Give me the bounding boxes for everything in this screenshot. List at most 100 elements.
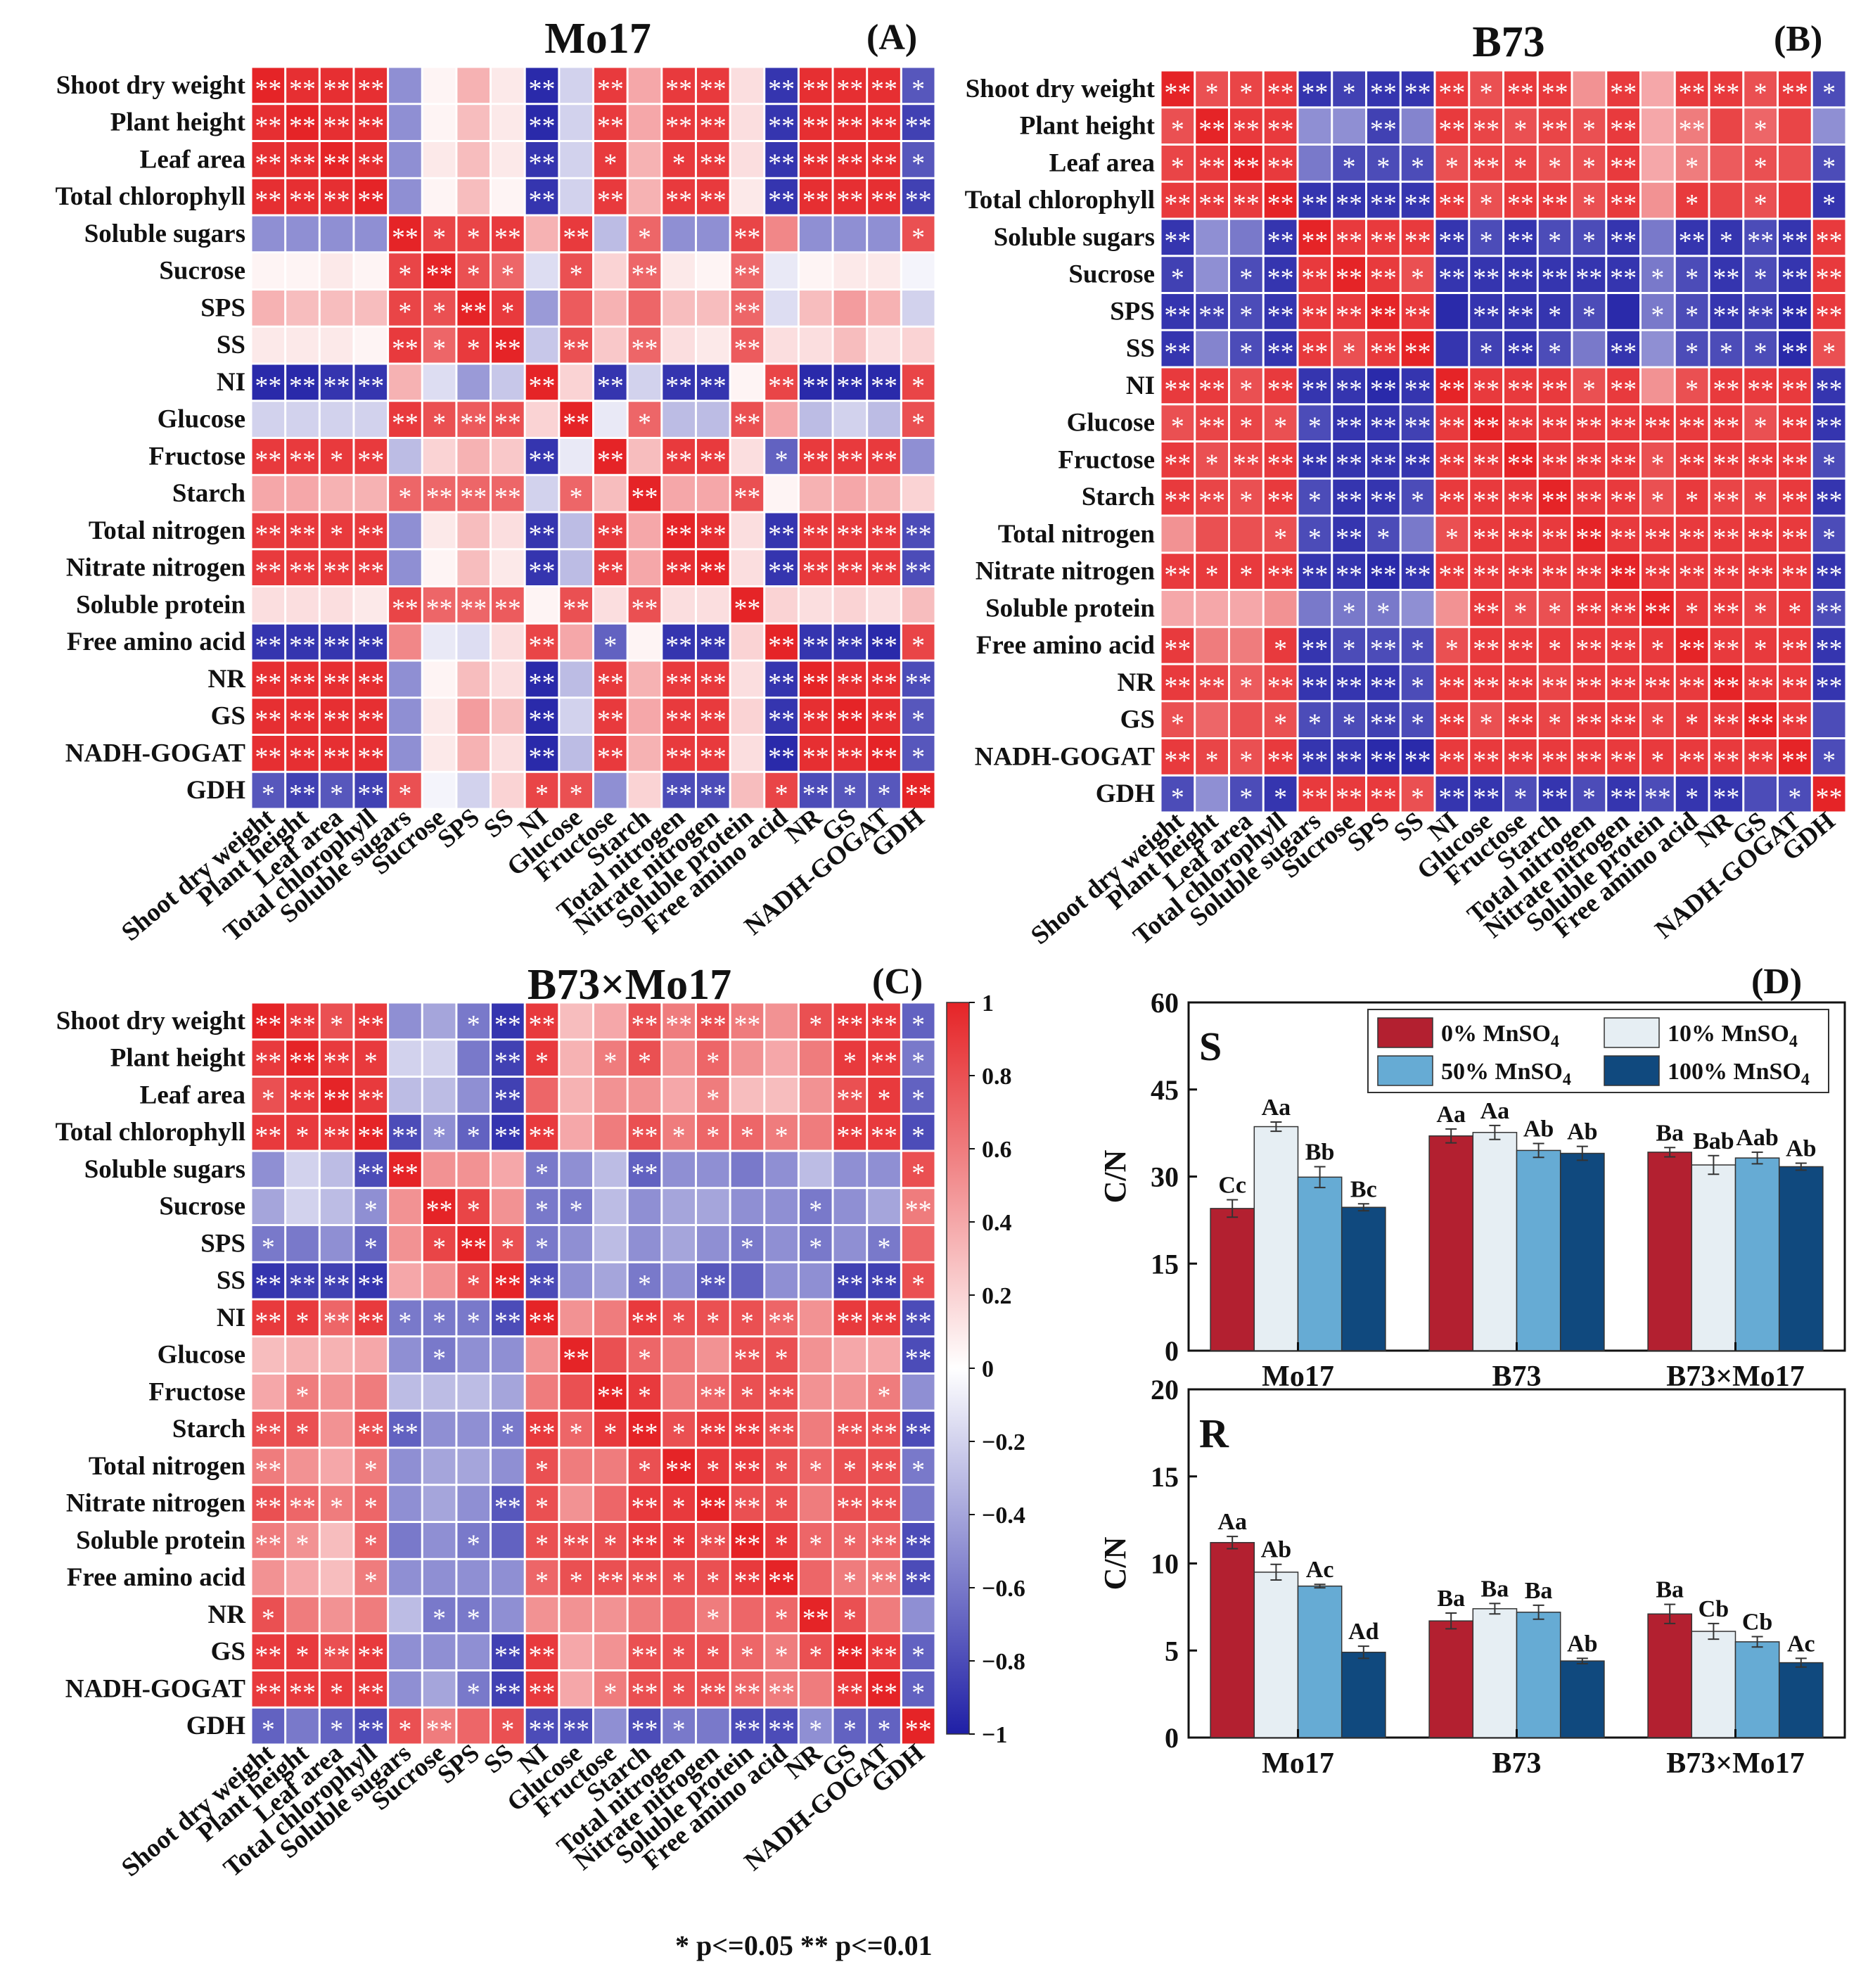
heatmap-cell bbox=[833, 105, 866, 140]
heatmap-cell bbox=[1401, 219, 1434, 255]
heatmap-cell bbox=[1642, 71, 1674, 107]
significance-mark: * bbox=[706, 1567, 719, 1596]
row-label: Starch bbox=[172, 479, 246, 508]
heatmap-cell bbox=[320, 1560, 353, 1595]
significance-mark: * bbox=[330, 445, 343, 475]
significance-mark: ** bbox=[700, 1678, 727, 1707]
significance-mark: ** bbox=[802, 557, 829, 587]
heatmap-cell bbox=[594, 1152, 627, 1187]
significance-mark: ** bbox=[289, 557, 316, 587]
heatmap-cell bbox=[1196, 776, 1228, 812]
significance-mark: * bbox=[364, 1196, 378, 1225]
significance-mark: ** bbox=[802, 112, 829, 141]
heatmap-cell bbox=[525, 291, 558, 326]
heatmap-cell bbox=[1435, 331, 1469, 367]
significance-mark: ** bbox=[836, 742, 863, 772]
significance-mark: ** bbox=[836, 668, 863, 698]
heatmap-cell bbox=[286, 402, 319, 437]
significance-mark: ** bbox=[1816, 375, 1843, 404]
significance-mark: * bbox=[1274, 412, 1287, 442]
significance-mark: ** bbox=[426, 594, 453, 623]
significance-mark: * bbox=[433, 1604, 446, 1633]
heatmap-cell bbox=[868, 105, 900, 140]
significance-mark: ** bbox=[1301, 449, 1328, 478]
heatmap-cell bbox=[731, 402, 764, 437]
heatmap-cell bbox=[833, 772, 866, 808]
significance-mark: * bbox=[433, 223, 446, 253]
significance-mark: ** bbox=[324, 1307, 350, 1337]
heatmap-cell bbox=[252, 699, 285, 734]
significance-mark: ** bbox=[255, 742, 281, 772]
heatmap-cell bbox=[320, 1448, 353, 1484]
significance-mark: * bbox=[1754, 486, 1767, 516]
significance-mark: ** bbox=[1781, 78, 1808, 108]
significance-mark: * bbox=[501, 297, 514, 326]
heatmap-cell bbox=[560, 661, 592, 697]
bar-letter-label: Aa bbox=[1262, 1095, 1291, 1121]
significance-mark: ** bbox=[631, 483, 658, 512]
significance-mark: * bbox=[1548, 709, 1561, 739]
heatmap-cell bbox=[389, 68, 421, 103]
significance-mark: ** bbox=[768, 148, 795, 178]
heatmap-cell bbox=[1435, 294, 1469, 329]
significance-mark: ** bbox=[494, 1307, 521, 1337]
heatmap-cell bbox=[628, 1597, 661, 1633]
heatmap-cell bbox=[868, 1597, 900, 1633]
heatmap-cell bbox=[320, 772, 353, 808]
significance-mark: ** bbox=[700, 75, 727, 104]
significance-mark: * bbox=[1754, 264, 1767, 293]
heatmap-cell bbox=[1230, 257, 1262, 292]
significance-mark: ** bbox=[631, 594, 658, 623]
panel-a-title: Mo17 bbox=[544, 15, 651, 63]
heatmap-cell bbox=[1298, 591, 1331, 626]
heatmap-cell bbox=[696, 1337, 729, 1372]
heatmap-cell bbox=[252, 1152, 285, 1187]
significance-mark: ** bbox=[871, 1047, 897, 1077]
significance-mark: ** bbox=[289, 1010, 316, 1040]
heatmap-cell bbox=[868, 513, 900, 549]
heatmap-cell bbox=[868, 364, 900, 400]
significance-mark: * bbox=[1343, 709, 1356, 739]
significance-mark: * bbox=[638, 1344, 651, 1374]
heatmap-cell bbox=[765, 291, 798, 326]
significance-mark: * bbox=[603, 631, 617, 661]
heatmap-cell bbox=[799, 1560, 832, 1595]
bar bbox=[1516, 1149, 1561, 1351]
significance-mark: ** bbox=[1405, 449, 1431, 478]
significance-mark: ** bbox=[1816, 486, 1843, 516]
heatmap-cell bbox=[868, 327, 900, 363]
significance-mark: * bbox=[1720, 227, 1733, 256]
significance-mark: ** bbox=[1370, 635, 1397, 664]
significance-mark: * bbox=[1514, 597, 1527, 627]
x-tick-label: B73×Mo17 bbox=[1666, 1747, 1805, 1780]
significance-mark: ** bbox=[529, 1270, 556, 1299]
significance-mark: * bbox=[570, 1567, 583, 1596]
heatmap-cell bbox=[1779, 71, 1811, 107]
significance-mark: ** bbox=[1679, 746, 1706, 775]
heatmap-cell bbox=[696, 439, 729, 474]
heatmap-cell bbox=[320, 291, 353, 326]
heatmap-cell bbox=[594, 661, 627, 697]
significance-mark: * bbox=[1274, 709, 1287, 739]
heatmap-cell bbox=[389, 1486, 421, 1521]
heatmap-cell bbox=[320, 550, 353, 585]
significance-mark: * bbox=[843, 779, 857, 809]
significance-mark: ** bbox=[494, 1493, 521, 1522]
heatmap-cell bbox=[1470, 182, 1502, 218]
significance-mark: ** bbox=[255, 1641, 281, 1671]
significance-mark: ** bbox=[1713, 412, 1739, 442]
significance-mark: ** bbox=[392, 1121, 418, 1151]
significance-mark: ** bbox=[494, 409, 521, 438]
heatmap-cell bbox=[1333, 294, 1365, 329]
colorbar-tick-label: −0.6 bbox=[982, 1576, 1025, 1602]
significance-mark: * bbox=[535, 1493, 549, 1522]
row-label: Free amino acid bbox=[67, 627, 246, 656]
significance-mark: ** bbox=[255, 112, 281, 141]
significance-mark: ** bbox=[1816, 412, 1843, 442]
significance-mark: ** bbox=[631, 1121, 658, 1151]
significance-mark: * bbox=[330, 1678, 343, 1707]
significance-mark: ** bbox=[1370, 561, 1397, 590]
heatmap-cell bbox=[354, 550, 388, 585]
significance-mark: * bbox=[1548, 300, 1561, 330]
significance-mark: * bbox=[364, 1232, 378, 1262]
